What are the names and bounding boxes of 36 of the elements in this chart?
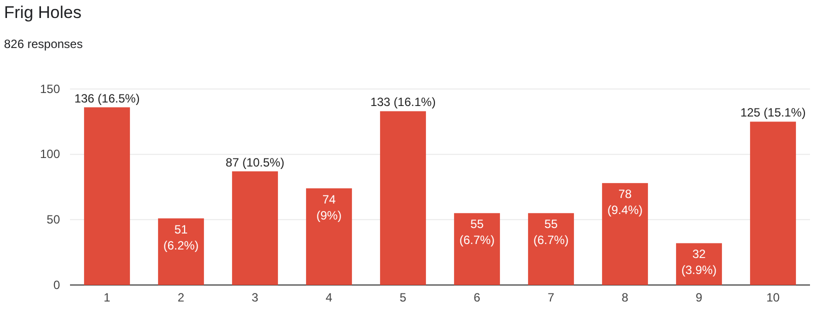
x-tick-label: 7: [548, 290, 555, 305]
chart-title: Frig Holes: [4, 3, 82, 22]
bar: [454, 213, 500, 285]
data-label: 55 (6.7%): [533, 217, 569, 248]
x-tick-label: 5: [400, 290, 407, 305]
bar: [232, 171, 278, 285]
x-tick-label: 10: [766, 290, 780, 305]
x-tick-label: 1: [104, 290, 111, 305]
bar: [602, 183, 648, 285]
bar: [84, 107, 130, 285]
x-tick-label: 4: [326, 290, 333, 305]
data-label: 125 (15.1%): [740, 106, 806, 120]
x-tick-label: 9: [696, 290, 703, 305]
bar: [528, 213, 574, 285]
chart-subtitle: 826 responses: [4, 37, 83, 51]
data-label: 74 (9%): [316, 192, 342, 222]
bar: [306, 188, 352, 285]
x-tick-label: 2: [178, 290, 185, 305]
data-label: 51 (6.2%): [163, 222, 199, 252]
bar: [158, 218, 204, 285]
data-label: 78 (9.4%): [607, 187, 643, 218]
data-label: 55 (6.7%): [459, 217, 495, 248]
x-tick-label: 8: [622, 290, 629, 305]
data-label: 136 (16.5%): [74, 91, 140, 106]
bar: [380, 111, 426, 285]
y-tick-label: 50: [46, 212, 60, 227]
x-tick-label: 3: [252, 290, 259, 305]
x-tick-label: 6: [474, 290, 481, 305]
y-tick-label: 0: [53, 278, 60, 292]
y-tick-label: 100: [40, 147, 60, 162]
data-label: 133 (16.1%): [370, 95, 436, 110]
bar: [676, 243, 722, 285]
data-label: 87 (10.5%): [226, 155, 284, 170]
bar: [750, 122, 796, 285]
data-label: 32 (3.9%): [681, 247, 717, 278]
y-tick-label: 150: [40, 82, 60, 96]
